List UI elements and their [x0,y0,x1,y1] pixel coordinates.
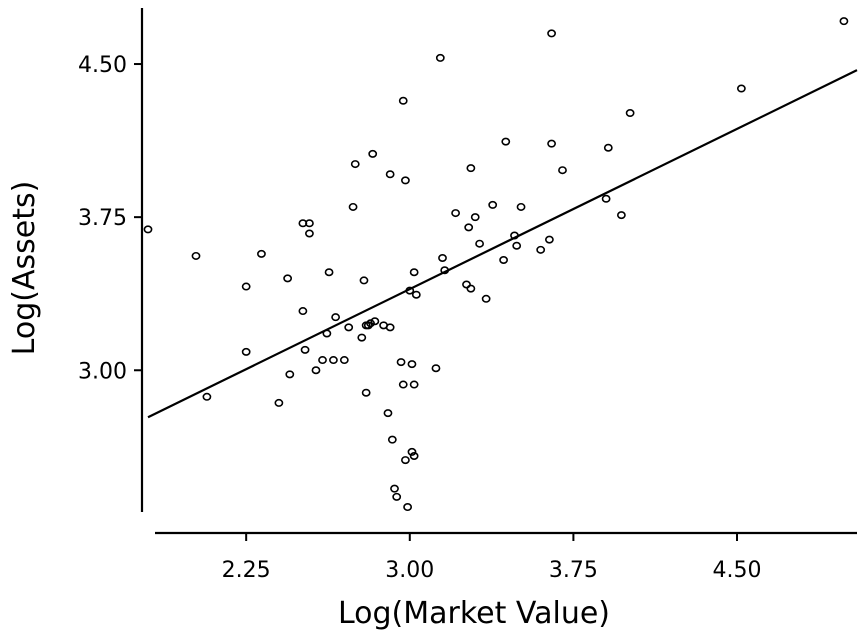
data-point [601,194,611,203]
data-point [475,239,484,248]
data-point [366,319,375,328]
data-points [143,17,849,512]
data-point [462,280,471,289]
x-tick-label: 3.75 [549,558,598,583]
data-point [403,503,413,512]
data-point [359,276,369,285]
data-point [510,231,519,240]
data-point [348,202,358,211]
data-point [241,347,251,356]
regression-line [147,69,858,419]
data-point [392,492,402,501]
data-point [736,84,746,93]
data-point [202,392,212,401]
data-point [274,398,284,407]
data-point [322,329,332,338]
data-point [431,364,441,373]
data-point [385,170,395,179]
data-point [407,360,417,369]
data-point [516,202,526,211]
data-point [361,388,371,397]
data-point [331,313,341,322]
data-point [339,356,349,365]
data-point [499,256,508,265]
x-axis-title: Log(Market Value) [338,596,610,631]
data-point [398,96,408,105]
data-point [547,139,556,148]
data-point [396,358,406,367]
data-point [390,484,399,493]
x-tick-label: 2.25 [222,558,271,583]
data-point [383,409,393,418]
data-point [370,317,380,326]
y-tick-label: 3.00 [78,359,127,384]
data-point [625,109,635,118]
data-point [298,307,308,316]
data-point [466,284,476,293]
data-point [409,268,419,277]
data-point [481,294,491,303]
data-point [547,29,556,38]
data-point [488,200,498,209]
data-point [451,209,460,218]
data-point [368,149,378,158]
data-point [357,333,367,342]
y-tick-label: 3.75 [78,206,127,231]
data-point [257,249,266,258]
data-point [440,266,450,275]
fit-line-group [147,69,858,419]
x-tick-label: 3.00 [385,558,434,583]
y-axis-title: Log(Assets) [7,181,42,356]
data-point [545,235,554,244]
data-point [466,164,476,173]
data-point [435,53,445,62]
data-point [407,447,417,456]
data-point [616,211,626,220]
data-point [409,380,419,389]
x-tick-label: 4.50 [713,558,762,583]
data-point [387,435,397,444]
data-point [839,17,849,26]
data-point [363,321,373,330]
data-point [603,143,613,152]
data-point [501,137,511,146]
data-point [401,176,410,185]
data-point [512,241,522,250]
axes [134,8,857,541]
tick-labels: 3.00 3.75 4.50 2.25 3.00 3.75 4.50 [78,53,761,583]
data-point [143,225,153,234]
data-point [398,380,408,389]
data-point [329,356,338,365]
data-point [311,366,321,375]
data-point [350,160,360,169]
data-point [464,223,474,232]
data-point [438,253,447,262]
data-point [318,356,327,365]
data-point [470,213,480,222]
data-point [411,290,421,299]
data-point [344,323,354,332]
y-tick-label: 4.50 [78,53,127,78]
data-point [283,274,293,283]
data-point [324,268,334,277]
data-point [536,245,546,254]
data-point [285,370,295,379]
data-point [300,345,310,354]
data-point [405,286,415,295]
data-point [558,166,567,175]
data-point [385,323,395,332]
data-point [191,251,201,260]
data-point [305,229,314,238]
data-point [305,219,314,228]
data-point [401,456,410,465]
data-point [241,282,251,291]
data-point [409,452,419,461]
